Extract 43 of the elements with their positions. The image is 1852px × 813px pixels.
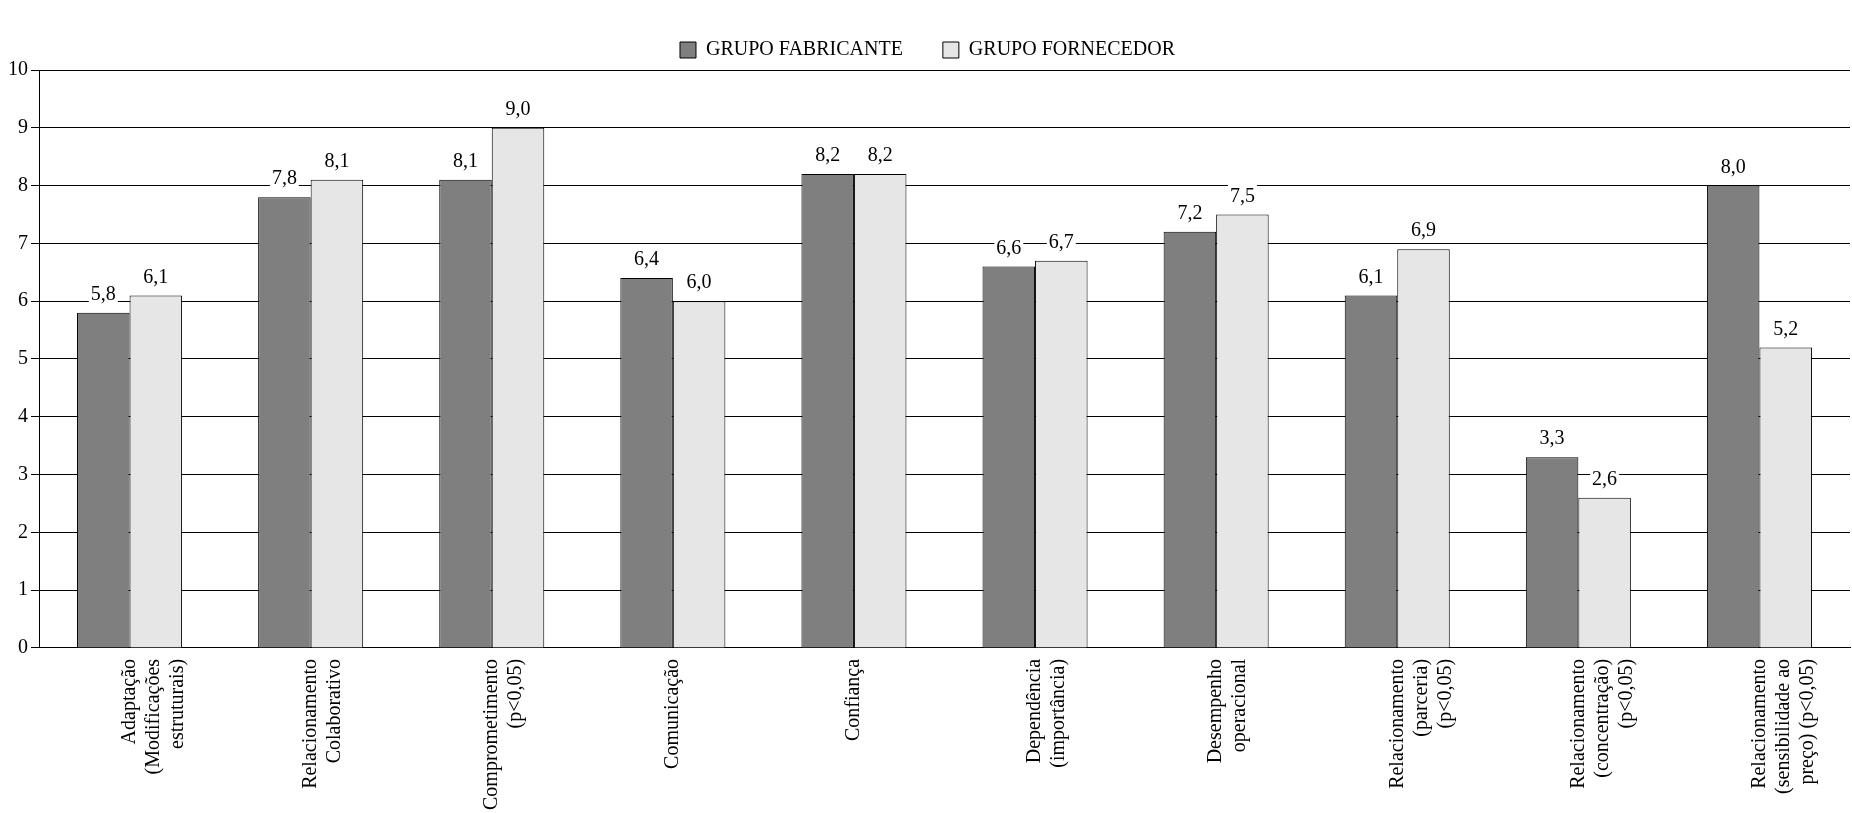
x-tick-label: Confiança [841, 658, 865, 742]
x-tick-label: Comprometimento (p<0,05) [479, 658, 526, 810]
y-tick-label: 7 [18, 230, 28, 253]
data-label: 5,2 [1773, 316, 1799, 339]
y-tick-label: 3 [18, 461, 28, 484]
data-label: 7,2 [1177, 201, 1203, 224]
x-tick-label: Dependência (importância) [1022, 658, 1070, 768]
data-label: 8,1 [452, 149, 478, 172]
y-tick-label: 6 [18, 288, 28, 311]
data-label: 8,0 [1720, 154, 1746, 177]
y-tick-label: 5 [18, 346, 28, 369]
data-label: 6,0 [686, 270, 712, 293]
data-label: 6,9 [1411, 218, 1437, 241]
data-label: 2,6 [1592, 466, 1618, 489]
x-tick-label: Comunicação [660, 658, 684, 769]
y-tick-label: 8 [18, 172, 28, 195]
data-label: 6,6 [996, 235, 1022, 258]
data-label: 6,7 [1048, 229, 1074, 252]
x-tick-label: Relacionamento (sensibilidade ao preço) (p<0,05) [1746, 658, 1818, 794]
y-tick-label: 9 [18, 115, 28, 138]
data-label: 8,1 [324, 149, 350, 172]
data-label: 5,8 [90, 281, 116, 304]
x-tick-label: Relacionamento (parceria) (p<0,05) [1384, 658, 1456, 789]
y-tick-label: 10 [8, 57, 28, 80]
y-tick-label: 0 [18, 635, 28, 658]
y-tick-label: 2 [18, 519, 28, 542]
data-label: 3,3 [1539, 426, 1565, 449]
data-label: 6,1 [143, 264, 169, 287]
x-tick-label: Relacionamento Colaborativo [297, 658, 344, 789]
x-tick-label: Adaptação (Modificações estruturais) [116, 658, 188, 775]
legend-label: GRUPO FABRICANTE [705, 37, 903, 60]
data-label: 7,8 [271, 166, 297, 189]
data-label: 8,2 [815, 143, 841, 166]
data-label: 9,0 [505, 97, 531, 120]
x-tick-label: Relacionamento (concentração) (p<0,05) [1565, 658, 1637, 789]
legend-label: GRUPO FORNECEDOR [968, 37, 1176, 60]
y-tick-label: 1 [18, 577, 28, 600]
x-tick-label: Desempenho operacional [1203, 658, 1251, 764]
data-label: 7,5 [1229, 183, 1255, 206]
data-label: 6,4 [634, 247, 660, 270]
data-label: 8,2 [867, 143, 893, 166]
y-tick-label: 4 [18, 403, 28, 426]
data-label: 6,1 [1358, 264, 1384, 287]
